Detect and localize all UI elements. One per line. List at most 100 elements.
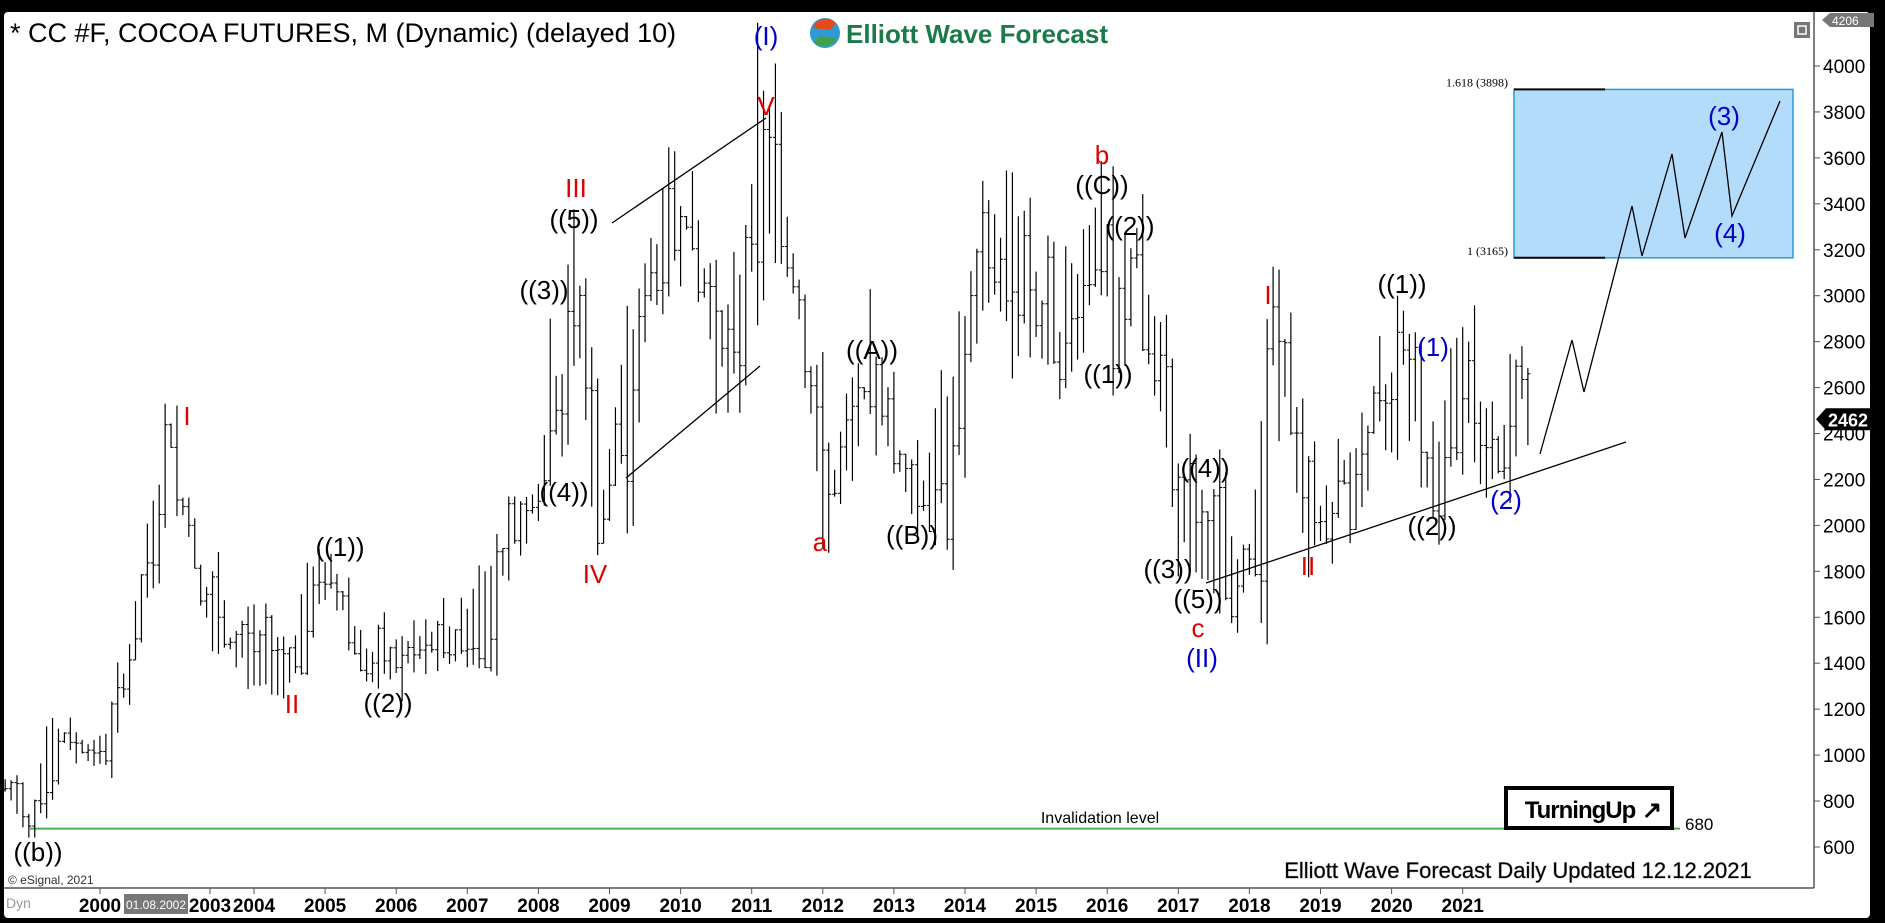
y-tick-label: 2200 xyxy=(1823,470,1865,491)
wave-label: ((4)) xyxy=(539,477,588,507)
axis-top-value: 4206 xyxy=(1832,14,1859,28)
diagonal-lower-trendline[interactable] xyxy=(625,365,761,479)
cursor-date-tag xyxy=(124,894,188,914)
y-tick-label: 4000 xyxy=(1823,57,1865,78)
y-tick-label: 3600 xyxy=(1823,149,1865,170)
x-tick-label: 2016 xyxy=(1086,896,1128,917)
x-tick-label: 2018 xyxy=(1228,896,1270,917)
y-tick-label: 3000 xyxy=(1823,287,1865,308)
last-price-tag: 2462 xyxy=(1816,408,1876,431)
wave-label: a xyxy=(813,527,828,557)
wave-label: ((b)) xyxy=(13,837,62,867)
y-tick-label: 3200 xyxy=(1823,241,1865,262)
dyn-label[interactable]: Dyn xyxy=(6,895,31,911)
invalidation-value: 680 xyxy=(1685,815,1713,834)
x-tick-label: 2015 xyxy=(1015,896,1058,917)
last-price-value: 2462 xyxy=(1828,410,1868,430)
logo: Elliott Wave Forecast xyxy=(810,18,1108,49)
x-tick-label: 2021 xyxy=(1442,896,1485,917)
x-tick-label: 2020 xyxy=(1370,896,1412,917)
wave-label: (3) xyxy=(1708,101,1740,131)
wave-label: (II) xyxy=(1186,643,1218,673)
projection-path[interactable] xyxy=(1539,100,1781,455)
wave-label: (1) xyxy=(1417,332,1449,362)
diagonal-upper-trendline[interactable] xyxy=(611,117,767,224)
x-tick-label: 2019 xyxy=(1299,896,1341,917)
y-tick-label: 2000 xyxy=(1823,516,1865,537)
y-tick-label: 1000 xyxy=(1823,746,1865,767)
wave-label: ((A)) xyxy=(846,335,898,365)
wave-labels: (I) V III ((5)) ((3)) ((4)) IV I ((1)) I… xyxy=(13,21,1745,867)
fib-1618-label: 1.618 (3898) xyxy=(1446,75,1508,89)
axis-top-tag xyxy=(1822,13,1874,27)
logo-text: Elliott Wave Forecast xyxy=(846,19,1108,49)
x-tick-label: 2013 xyxy=(873,896,915,917)
restore-window-button[interactable] xyxy=(1794,22,1810,38)
wave-label: II xyxy=(1301,551,1315,581)
x-tick-label: 2004 xyxy=(233,896,276,917)
y-tick-label: 1800 xyxy=(1823,562,1865,583)
x-tick-label: 2003 xyxy=(189,896,231,917)
x-tick-label: 2005 xyxy=(304,896,347,917)
x-tick-label: 2011 xyxy=(731,896,773,917)
x-tick-label: 2010 xyxy=(659,896,701,917)
wave-label: I xyxy=(1264,280,1271,310)
wave-label: I xyxy=(183,401,190,431)
wave-label: ((5)) xyxy=(1173,584,1222,614)
y-tick-label: 1200 xyxy=(1823,700,1865,721)
arrow-up-right-icon: ↗ xyxy=(1642,797,1662,824)
wave-label: ((4)) xyxy=(1180,453,1229,483)
turning-up-text: TurningUp xyxy=(1525,797,1636,824)
price-bars xyxy=(2,22,1531,838)
invalidation-label: Invalidation level xyxy=(1041,810,1159,827)
wave-label: c xyxy=(1192,613,1205,643)
wave-label: ((1)) xyxy=(315,532,364,562)
copyright: © eSignal, 2021 xyxy=(8,873,94,887)
wave-label: ((5)) xyxy=(549,204,598,234)
chart-title: * CC #F, COCOA FUTURES, M (Dynamic) (del… xyxy=(10,18,676,48)
time-axis[interactable]: 2000 2003 2004 2005 2006 2007 2008 2009 2010 2011… xyxy=(79,888,1484,917)
updated-note: Elliott Wave Forecast Daily Updated 12.1… xyxy=(1284,858,1752,883)
wave-label: (4) xyxy=(1714,218,1746,248)
y-tick-label: 2600 xyxy=(1823,379,1865,400)
wave-label: ((3)) xyxy=(519,275,568,305)
wave-label: ((1)) xyxy=(1377,269,1426,299)
x-tick-label: 2009 xyxy=(588,896,630,917)
wave-label: (2) xyxy=(1490,485,1522,515)
wave-label: II xyxy=(285,689,299,719)
y-tick-label: 1400 xyxy=(1823,654,1865,675)
fib-1-label: 1 (3165) xyxy=(1467,244,1508,258)
y-tick-label: 2800 xyxy=(1823,333,1865,354)
wave-label: ((B)) xyxy=(886,520,938,550)
support-trendline[interactable] xyxy=(1205,441,1627,584)
x-tick-label: 2017 xyxy=(1157,896,1199,917)
y-tick-label: 3800 xyxy=(1823,103,1865,124)
y-tick-label: 1600 xyxy=(1823,608,1865,629)
wave-label: ((3)) xyxy=(1143,554,1192,584)
x-tick-label: 2014 xyxy=(944,896,987,917)
wave-label: ((1)) xyxy=(1083,359,1132,389)
x-tick-label: 2006 xyxy=(375,896,417,917)
wave-label: ((2)) xyxy=(1407,511,1456,541)
x-tick-label: 2007 xyxy=(446,896,488,917)
wave-label: III xyxy=(565,173,587,203)
x-tick-label: 2008 xyxy=(517,896,559,917)
cursor-date: 01.08.2002 xyxy=(126,898,186,912)
turning-up-badge: TurningUp ↗ xyxy=(1504,786,1674,830)
price-axis[interactable]: 6008001000120014001600180020002200240026… xyxy=(1814,57,1865,859)
wave-label: b xyxy=(1095,140,1109,170)
wave-label: IV xyxy=(583,559,608,589)
x-tick-label: 2000 xyxy=(79,896,121,917)
fib-target-box xyxy=(1513,88,1794,259)
chart-panel xyxy=(4,12,1870,918)
x-tick-label: 2012 xyxy=(802,896,844,917)
wave-label: ((2)) xyxy=(363,688,412,718)
y-tick-label: 800 xyxy=(1823,792,1855,813)
wave-label: V xyxy=(757,91,775,121)
y-tick-label: 600 xyxy=(1823,838,1855,859)
y-tick-label: 3400 xyxy=(1823,195,1865,216)
wave-label: ((C)) xyxy=(1075,170,1128,200)
wave-label: (I) xyxy=(754,21,779,51)
wave-label: ((2)) xyxy=(1105,211,1154,241)
